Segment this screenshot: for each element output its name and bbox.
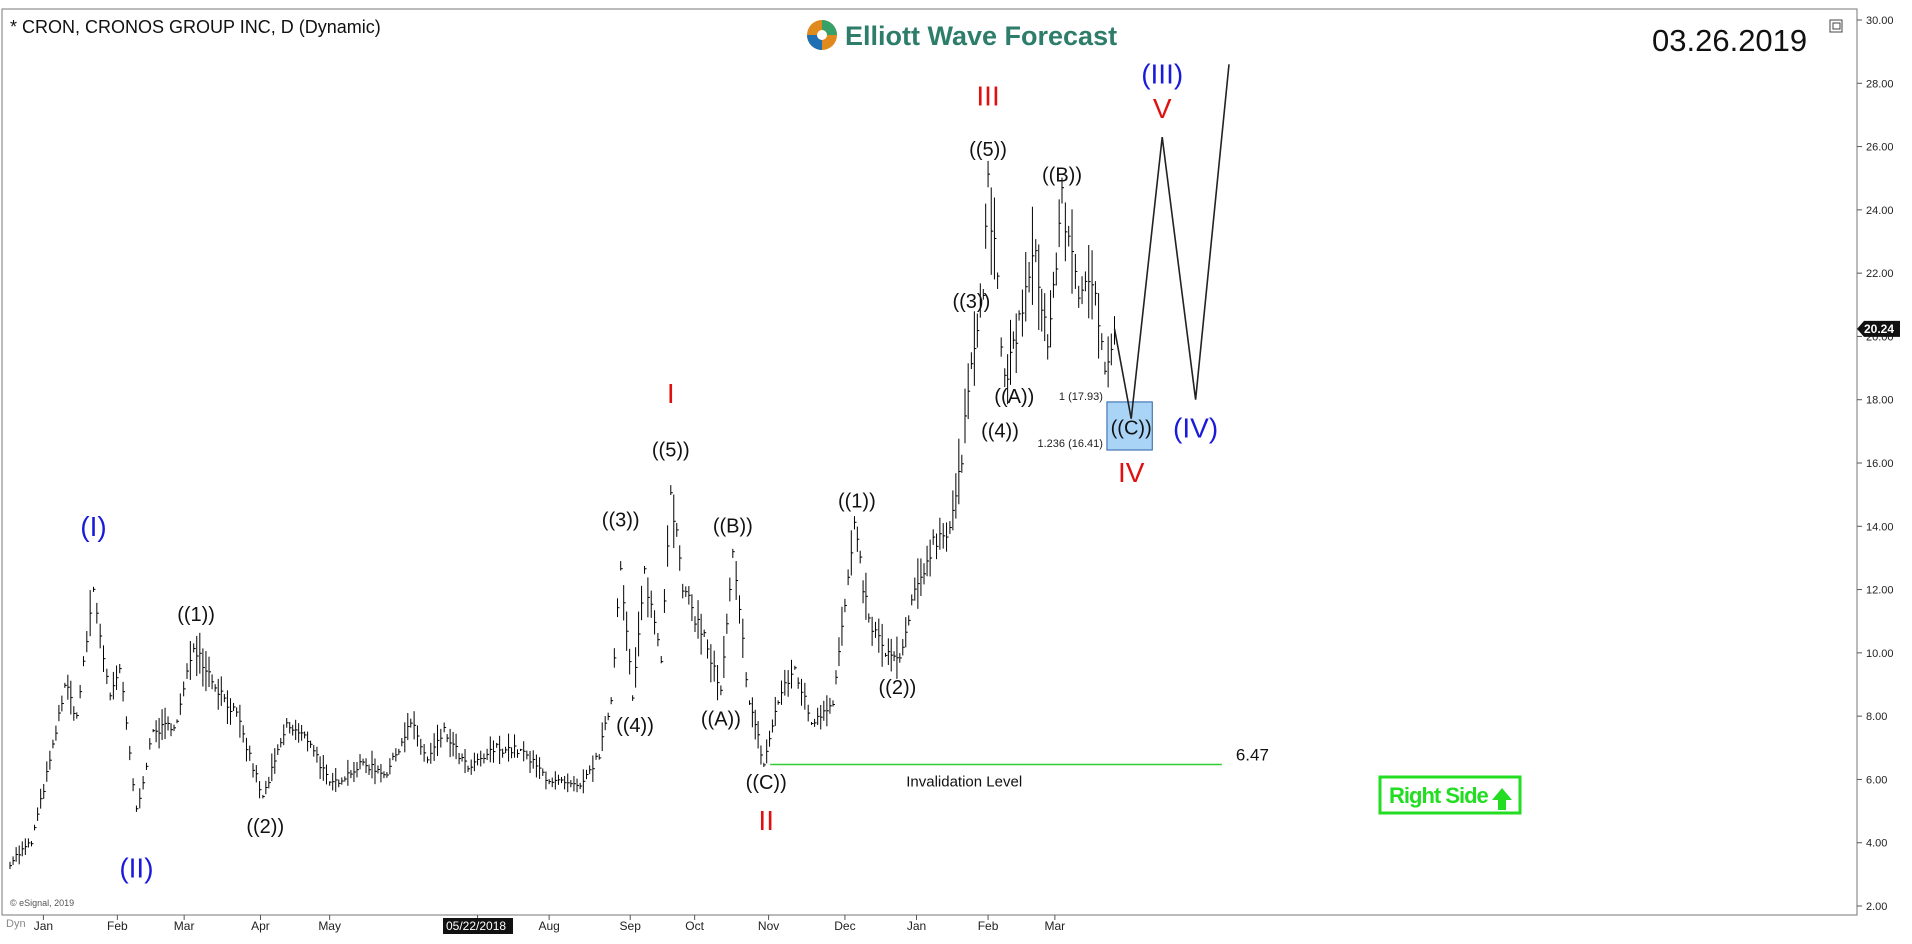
wave-label: IV <box>1118 457 1145 488</box>
wave-label: V <box>1153 93 1172 124</box>
wave-label: ((2)) <box>246 816 284 838</box>
last-price-tag: 20.24 <box>1857 320 1900 337</box>
last-price-label: 20.24 <box>1864 322 1894 336</box>
x-axis: JanFebMarAprMayJulAugSepOctNovDecJanFebM… <box>34 915 1065 933</box>
wave-label: ((5)) <box>969 139 1007 161</box>
y-axis: 2.00 4.00 6.00 8.00 10.00 12.00 14.00 16.00 18.0… <box>1856 9 1894 915</box>
wave-label: ((1)) <box>177 604 215 626</box>
wave-label: ((4)) <box>616 715 654 737</box>
x-tick-label: Mar <box>1045 919 1066 933</box>
up-arrow-icon <box>1492 788 1512 810</box>
wave-label: ((5)) <box>652 440 690 462</box>
wave-label: ((B)) <box>1042 164 1082 186</box>
wave-label: ((3)) <box>952 291 990 313</box>
x-tick-label: Sep <box>620 919 642 933</box>
right-side-label: Right Side <box>1389 783 1489 808</box>
invalidation-value: 6.47 <box>1236 746 1269 765</box>
wave-label: III <box>976 80 999 111</box>
x-tick-label: Aug <box>538 919 559 933</box>
wave-label: ((A)) <box>994 386 1034 408</box>
wave-label: ((2)) <box>879 677 917 699</box>
date-marker: 05/22/2018 <box>443 918 513 934</box>
right-side-badge: Right Side <box>1378 775 1522 815</box>
window-restore-icon[interactable] <box>1829 19 1843 33</box>
wave-label: (IV) <box>1173 413 1218 444</box>
target-zone-top-label: 1 (17.93) <box>1059 391 1103 403</box>
x-tick-label: Dec <box>834 919 855 933</box>
y-tick-label: 26.00 <box>1866 142 1894 154</box>
wave-label: ((B)) <box>713 516 753 538</box>
wave-label: ((3)) <box>602 509 640 531</box>
wave-label: ((A)) <box>701 709 741 731</box>
y-tick-label: 2.00 <box>1866 901 1887 913</box>
y-tick-label: 8.00 <box>1866 711 1887 723</box>
invalidation-label: Invalidation Level <box>906 774 1022 791</box>
y-tick-label: 24.00 <box>1866 205 1894 217</box>
date-marker-label: 05/22/2018 <box>446 919 506 933</box>
wave-label: I <box>667 378 675 409</box>
price-bars <box>9 160 1115 869</box>
wave-label: (III) <box>1141 58 1183 89</box>
chart-date: 03.26.2019 <box>1652 23 1807 58</box>
y-tick-label: 10.00 <box>1866 648 1894 660</box>
credit-text: © eSignal, 2019 <box>10 898 74 908</box>
y-tick-label: 14.00 <box>1866 521 1894 533</box>
wave-label: ((1)) <box>838 490 876 512</box>
wave-label: ((C)) <box>1111 418 1152 440</box>
x-tick-label: May <box>318 919 341 933</box>
x-tick-label: Jan <box>34 919 53 933</box>
x-tick-label: Mar <box>174 919 195 933</box>
x-tick-label: Nov <box>758 919 779 933</box>
y-tick-label: 4.00 <box>1866 838 1887 850</box>
projection-path <box>1113 64 1230 419</box>
chart-title: * CRON, CRONOS GROUP INC, D (Dynamic) <box>10 17 381 37</box>
brand-logo <box>807 20 837 50</box>
y-tick-label: 30.00 <box>1866 15 1894 27</box>
wave-label: ((C)) <box>746 772 787 794</box>
x-tick-label: Feb <box>978 919 999 933</box>
wave-label: (I) <box>80 511 106 542</box>
brand-name: Elliott Wave Forecast <box>845 21 1117 51</box>
wave-label: (II) <box>119 853 153 884</box>
y-tick-label: 6.00 <box>1866 774 1887 786</box>
y-tick-label: 18.00 <box>1866 395 1894 407</box>
x-tick-label: Oct <box>685 919 704 933</box>
wave-label: ((4)) <box>981 421 1019 443</box>
brand-icon-swirl-blue <box>807 35 822 50</box>
wave-label: II <box>758 805 774 836</box>
dyn-label: Dyn <box>6 918 26 930</box>
wave-labels: (I) (II) ((1)) ((2)) ((3)) ((4)) I ((5)) ((B)) ((… <box>80 58 1218 883</box>
x-tick-label: Apr <box>251 919 270 933</box>
brand-icon-swirl-green <box>822 20 837 35</box>
y-tick-label: 16.00 <box>1866 458 1894 470</box>
y-tick-label: 28.00 <box>1866 78 1894 90</box>
x-tick-label: Feb <box>107 919 128 933</box>
x-tick-label: Jan <box>907 919 926 933</box>
y-tick-label: 22.00 <box>1866 268 1894 280</box>
target-zone-bottom-label: 1.236 (16.41) <box>1038 438 1103 450</box>
y-tick-label: 12.00 <box>1866 585 1894 597</box>
